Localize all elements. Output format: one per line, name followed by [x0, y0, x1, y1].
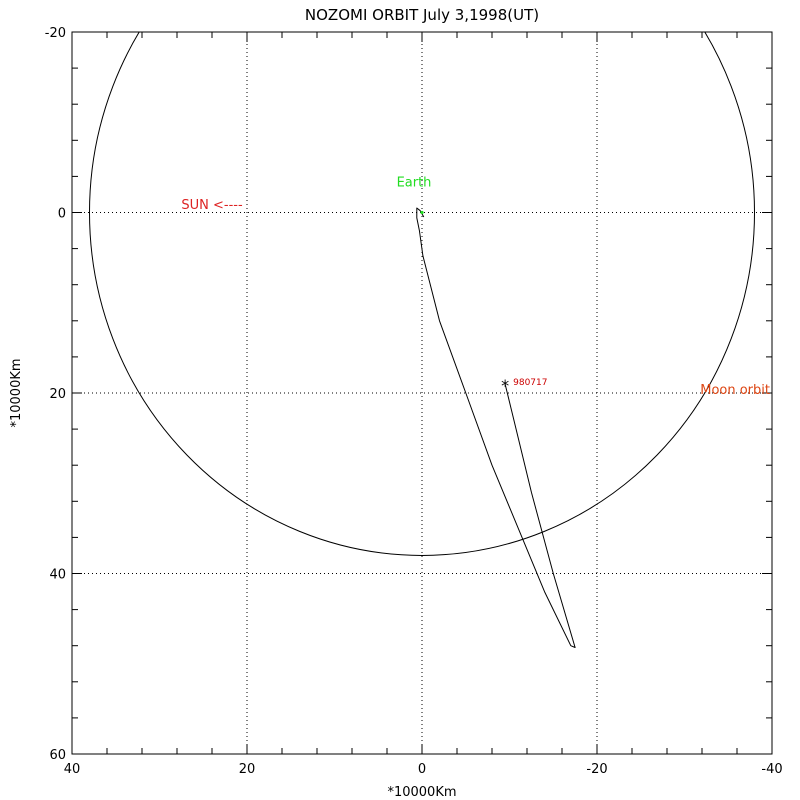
nozomi-trajectory-line	[416, 207, 576, 648]
y-axis-label: *10000Km	[9, 358, 24, 427]
earth-marker: Earth	[397, 176, 432, 215]
y-tick-label: 60	[49, 748, 66, 763]
minor-ticks	[72, 32, 772, 754]
x-tick-label: 20	[239, 762, 256, 777]
sun-direction-label: SUN <----	[181, 198, 243, 213]
grid-lines	[72, 32, 772, 754]
asterisk-icon: *	[501, 376, 509, 395]
y-tick-label: 0	[58, 207, 66, 222]
moon-orbit-label: Moon orbit	[700, 383, 770, 398]
y-tick-label: 20	[49, 387, 66, 402]
date-marker-label: 980717	[513, 378, 547, 388]
plot-frame	[71, 31, 773, 755]
y-tick-label: 40	[49, 568, 66, 583]
x-tick-label: 0	[418, 762, 426, 777]
moon-orbit-circle	[89, 32, 755, 556]
x-axis-label: *10000Km	[387, 785, 456, 800]
date-marker: * 980717	[501, 376, 547, 395]
series-group	[89, 32, 755, 648]
earth-label: Earth	[397, 176, 432, 191]
y-tick-label: -20	[45, 26, 66, 41]
chart-title: NOZOMI ORBIT July 3,1998(UT)	[305, 6, 539, 24]
x-tick-label: -20	[586, 762, 607, 777]
x-tick-label: -40	[761, 762, 782, 777]
x-tick-label: 40	[64, 762, 81, 777]
earth-icon	[420, 210, 424, 215]
